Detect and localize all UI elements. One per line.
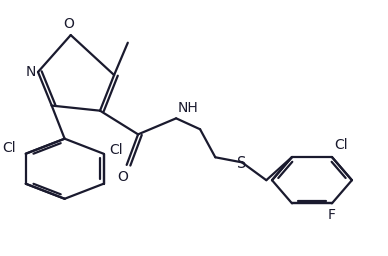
Text: S: S (237, 156, 247, 171)
Text: F: F (328, 208, 336, 222)
Text: O: O (63, 17, 74, 31)
Text: Cl: Cl (3, 141, 16, 155)
Text: O: O (118, 169, 128, 184)
Text: N: N (26, 65, 36, 79)
Text: Cl: Cl (334, 138, 348, 152)
Text: NH: NH (178, 101, 199, 114)
Text: Cl: Cl (109, 143, 122, 157)
